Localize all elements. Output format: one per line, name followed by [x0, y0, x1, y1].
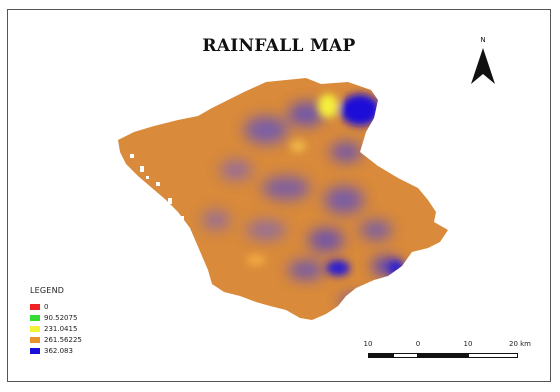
scale-label: 20 km [508, 340, 532, 348]
legend-swatch [30, 337, 40, 343]
scale-label: 10 [363, 340, 373, 348]
legend-label: 231.0415 [44, 325, 78, 333]
legend-title: LEGEND [30, 286, 65, 295]
north-label: N [480, 36, 486, 44]
map-frame: RAINFALL MAP N [7, 9, 551, 382]
scale-segment [393, 353, 418, 358]
legend-item: 231.0415 [30, 324, 82, 334]
north-arrow: N [468, 36, 498, 88]
scale-label: 0 [415, 340, 421, 348]
scale-bar: 10 0 10 20 km [354, 340, 531, 370]
legend-swatch [30, 348, 40, 354]
legend-swatch [30, 304, 40, 310]
legend-item: 90.52075 [30, 313, 82, 323]
legend-item: 362.083 [30, 346, 82, 356]
scale-segment [468, 353, 518, 358]
legend-label: 362.083 [44, 347, 73, 355]
map-title: RAINFALL MAP [202, 36, 356, 56]
legend-swatch [30, 315, 40, 321]
legend-item: 261.56225 [30, 335, 82, 345]
legend-label: 261.56225 [44, 336, 82, 344]
scale-segment [418, 353, 468, 358]
legend-item: 0 [30, 302, 82, 312]
rainfall-raster [118, 78, 448, 320]
scale-segment [368, 353, 393, 358]
legend-label: 90.52075 [44, 314, 78, 322]
legend: LEGEND 0 90.52075 231.0415 261.56225 362… [30, 286, 82, 357]
legend-swatch [30, 326, 40, 332]
legend-label: 0 [44, 303, 49, 311]
north-arrow-icon [471, 48, 495, 84]
scale-label: 10 [463, 340, 473, 348]
